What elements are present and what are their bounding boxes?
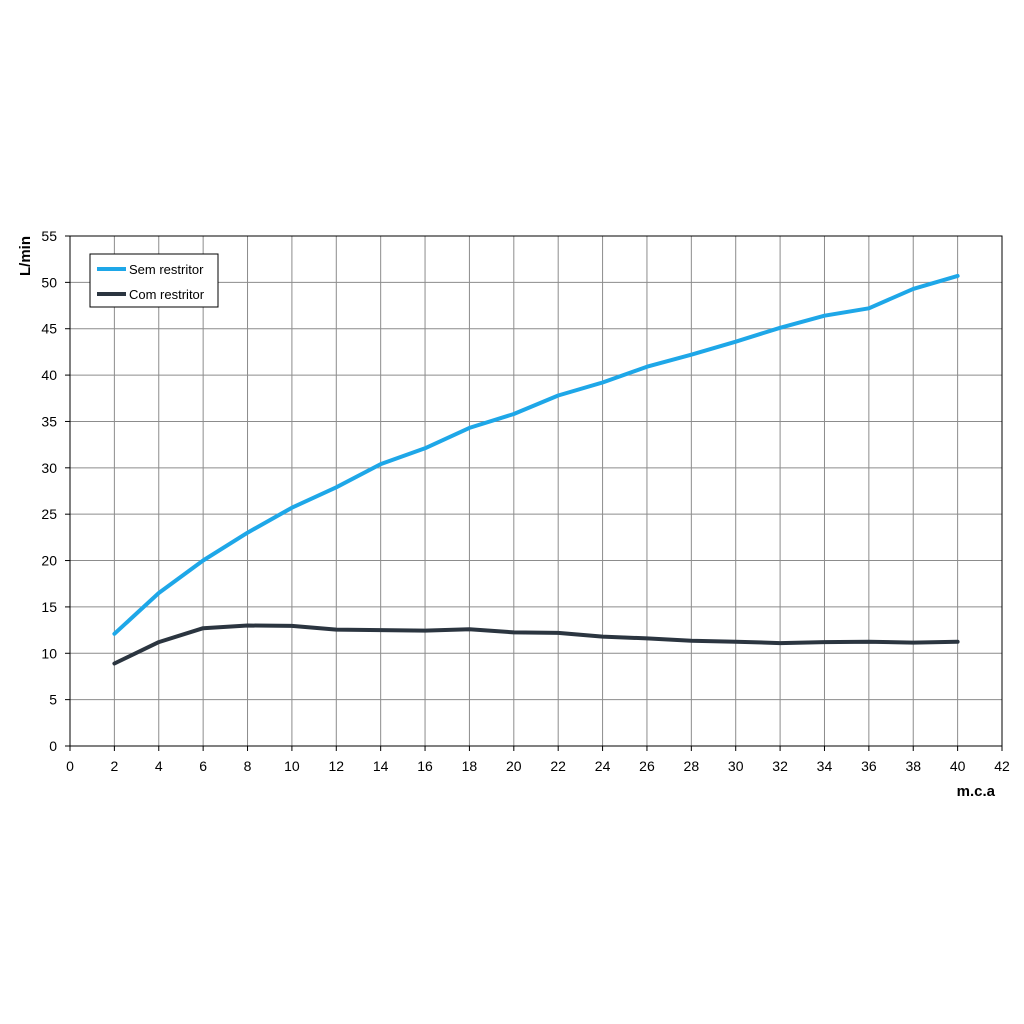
series-line-com-restritor [112,623,960,666]
x-tick-label: 22 [550,758,566,774]
x-tick-label: 36 [861,758,877,774]
y-tick-label: 35 [41,413,57,429]
y-tick-label: 50 [41,274,57,290]
x-tick-label: 26 [639,758,655,774]
legend: Sem restritor Com restritor [89,253,219,308]
x-tick-label: 38 [905,758,921,774]
y-tick-label: 20 [41,553,57,569]
plot-area-frame [69,235,1003,747]
legend-label-sem-restritor: Sem restritor [129,262,204,277]
x-tick-label: 2 [110,758,118,774]
x-tick-label: 42 [994,758,1010,774]
y-tick-label: 40 [41,367,57,383]
x-tick-label: 24 [595,758,611,774]
x-tick-label: 14 [373,758,389,774]
legend-box [89,253,219,308]
x-tick-label: 32 [772,758,788,774]
x-tick-label: 30 [728,758,744,774]
x-tick-label: 6 [199,758,207,774]
x-tick-label: 4 [155,758,163,774]
x-tick-label: 10 [284,758,300,774]
y-tick-label: 45 [41,321,57,337]
y-axis-title: L/min [17,236,34,276]
tick-labels: 0 2 4 6 8 10 12 14 16 18 20 22 24 26 28 30 32 34 36 38 40 420… [41,228,1010,774]
y-tick-label: 55 [41,228,57,244]
x-tick-label: 0 [66,758,74,774]
legend-label-com-restritor: Com restritor [129,287,205,302]
x-tick-label: 8 [244,758,252,774]
y-tick-label: 25 [41,506,57,522]
x-tick-label: 34 [817,758,833,774]
y-tick-label: 10 [41,645,57,661]
y-tick-label: 0 [49,738,57,754]
x-tick-label: 28 [684,758,700,774]
x-tick-label: 16 [417,758,433,774]
y-tick-label: 5 [49,692,57,708]
x-tick-label: 40 [950,758,966,774]
x-tick-label: 20 [506,758,522,774]
series-line-sem-restritor [112,273,960,636]
y-tick-label: 30 [41,460,57,476]
series-lines [112,273,960,666]
y-tick-label: 15 [41,599,57,615]
x-tick-label: 12 [328,758,344,774]
x-tick-label: 18 [462,758,478,774]
x-axis-title: m.c.a [957,783,996,800]
